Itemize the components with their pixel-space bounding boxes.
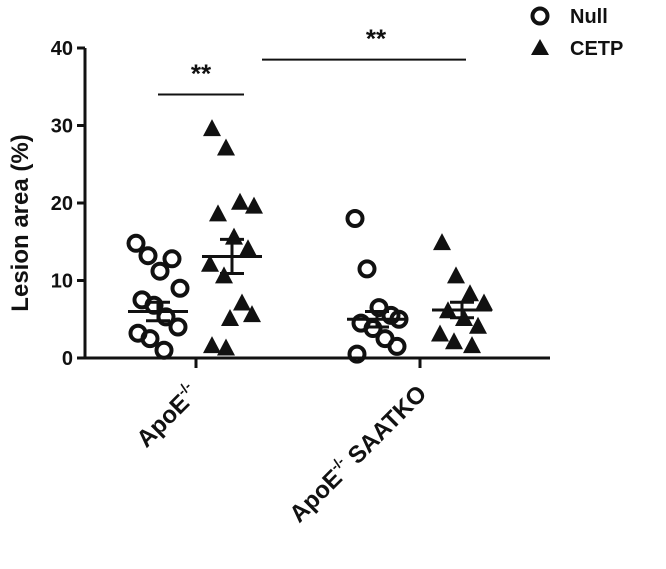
- y-tick-label: 10: [51, 271, 73, 293]
- data-point-cetp: [203, 119, 221, 137]
- data-point-cetp: [463, 336, 481, 354]
- data-point-cetp: [217, 338, 235, 356]
- data-point-null: [347, 344, 367, 364]
- y-tick-label: 40: [51, 38, 73, 60]
- data-point-null: [363, 319, 383, 339]
- y-tick-label: 0: [62, 348, 73, 370]
- data-point-cetp: [209, 204, 227, 222]
- data-point-cetp: [221, 309, 239, 327]
- data-point-cetp: [203, 336, 221, 354]
- data-point-cetp: [233, 293, 251, 311]
- data-point-cetp: [243, 305, 261, 323]
- data-point-null: [162, 249, 182, 269]
- data-point-null: [168, 317, 188, 337]
- data-point-cetp: [431, 324, 449, 342]
- data-point-cetp: [445, 332, 463, 350]
- x-tick-label: ApoE-/- SAATKO: [282, 378, 432, 528]
- legend-label: Null: [570, 6, 608, 28]
- data-point-null: [170, 278, 190, 298]
- data-point-null: [126, 233, 146, 253]
- data-point-cetp: [475, 293, 493, 311]
- y-tick-label: 20: [51, 193, 73, 215]
- data-point-cetp: [231, 192, 249, 210]
- data-point-cetp: [217, 138, 235, 156]
- x-tick-label: ApoE-/-: [129, 378, 204, 453]
- data-point-null: [154, 340, 174, 360]
- data-point-null: [140, 329, 160, 349]
- data-point-cetp: [433, 233, 451, 251]
- significance-label: **: [191, 59, 212, 89]
- data-point-cetp: [469, 316, 487, 334]
- legend-marker-null: [530, 6, 550, 26]
- data-point-cetp: [447, 266, 465, 284]
- data-point-cetp: [245, 196, 263, 214]
- y-tick-label: 30: [51, 116, 73, 138]
- data-point-cetp: [461, 284, 479, 302]
- significance-label: **: [366, 24, 387, 54]
- data-point-cetp: [239, 239, 257, 257]
- data-point-null: [387, 336, 407, 356]
- data-point-null: [345, 209, 365, 228]
- data-point-null: [357, 259, 377, 279]
- legend-marker-cetp: [531, 39, 549, 55]
- data-point-null: [138, 246, 158, 266]
- data-point-cetp: [225, 227, 243, 245]
- y-axis-label: Lesion area (%): [7, 134, 34, 311]
- data-point-cetp: [201, 254, 219, 272]
- legend-label: CETP: [570, 38, 623, 60]
- data-point-null: [150, 261, 170, 281]
